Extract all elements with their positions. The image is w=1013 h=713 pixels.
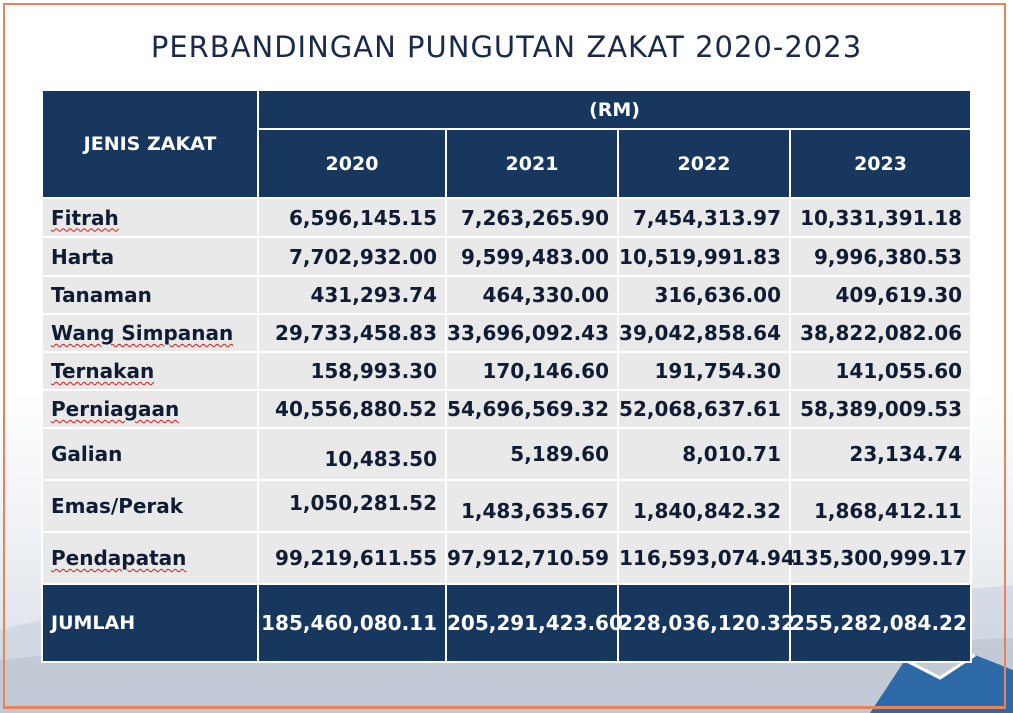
slide-title: PERBANDINGAN PUNGUTAN ZAKAT 2020-2023 [150, 30, 863, 64]
row-label-text: Harta [51, 244, 115, 269]
row-label-text: Perniagaan [51, 397, 180, 421]
cell-value: 316,636.00 [617, 275, 791, 315]
cell-value: 7,454,313.97 [617, 197, 791, 238]
cell-value: 7,263,265.90 [445, 197, 619, 238]
cell-value: 409,619.30 [788, 275, 973, 315]
total-label: JUMLAH [41, 583, 259, 663]
cell-value: 99,219,611.55 [257, 531, 447, 585]
table-row: Ternakan 158,993.30 170,146.60 191,754.3… [41, 351, 973, 391]
row-label-text: Fitrah [51, 205, 119, 230]
row-label: Galian [41, 427, 259, 481]
total-row: JUMLAH 185,460,080.11 205,291,423.60 228… [41, 583, 973, 663]
cell-value: 170,146.60 [445, 351, 619, 391]
table-row: Harta 7,702,932.00 9,599,483.00 10,519,9… [41, 236, 973, 277]
total-value: 255,282,084.22 [788, 583, 973, 663]
header-year: 2020 [257, 128, 447, 199]
table-row: Emas/Perak 1,050,281.52 1,483,635.67 1,8… [41, 479, 973, 533]
total-value: 185,460,080.11 [257, 583, 447, 663]
cell-value: 116,593,074.94 [617, 531, 795, 585]
cell-value: 39,042,858.64 [617, 313, 791, 353]
cell-value: 191,754.30 [617, 351, 791, 391]
cell-value: 33,696,092.43 [445, 313, 619, 353]
row-label: Emas/Perak [41, 479, 259, 533]
slide-frame [3, 3, 1006, 707]
header-year: 2023 [788, 128, 973, 199]
cell-value: 464,330.00 [445, 275, 619, 315]
cell-value: 7,702,932.00 [257, 236, 447, 277]
table-row: Galian 10,483.50 5,189.60 8,010.71 23,13… [41, 427, 973, 481]
row-label-text: Tanaman [51, 283, 152, 307]
cell-value: 40,556,880.52 [257, 389, 447, 429]
total-value: 205,291,423.60 [445, 583, 623, 663]
table-row: Fitrah 6,596,145.15 7,263,265.90 7,454,3… [41, 197, 973, 238]
cell-value: 29,733,458.83 [257, 313, 447, 353]
cell-value: 1,840,842.32 [617, 479, 791, 533]
cell-value: 5,189.60 [445, 427, 619, 481]
cell-value: 1,050,281.52 [257, 479, 447, 533]
cell-value: 10,331,391.18 [788, 197, 973, 238]
table-row: Wang Simpanan 29,733,458.83 33,696,092.4… [41, 313, 973, 353]
row-label-text: Wang Simpanan [51, 321, 234, 345]
zakat-table: JENIS ZAKAT (RM) 2020 2021 2022 2023 Fit… [41, 89, 973, 663]
cell-value: 9,996,380.53 [788, 236, 973, 277]
total-value: 228,036,120.32 [617, 583, 795, 663]
cell-value: 10,483.50 [257, 427, 447, 481]
table-row: Pendapatan 99,219,611.55 97,912,710.59 1… [41, 531, 973, 585]
header-year: 2021 [445, 128, 619, 199]
row-label: Harta [41, 236, 259, 277]
row-label-text: Emas/Perak [51, 494, 184, 518]
table-row: Tanaman 431,293.74 464,330.00 316,636.00… [41, 275, 973, 315]
cell-value: 54,696,569.32 [445, 389, 619, 429]
cell-value: 97,912,710.59 [445, 531, 619, 585]
table-row: Perniagaan 40,556,880.52 54,696,569.32 5… [41, 389, 973, 429]
cell-value: 158,993.30 [257, 351, 447, 391]
cell-value: 431,293.74 [257, 275, 447, 315]
header-jenis-zakat: JENIS ZAKAT [41, 89, 259, 199]
cell-value: 9,599,483.00 [445, 236, 619, 277]
row-label: Wang Simpanan [41, 313, 259, 353]
cell-value: 23,134.74 [788, 427, 973, 481]
cell-value: 141,055.60 [788, 351, 973, 391]
cell-value: 135,300,999.17 [788, 531, 973, 585]
slide-frame-bottom [3, 706, 1006, 709]
row-label: Pendapatan [41, 531, 259, 585]
row-label: Fitrah [41, 197, 259, 238]
header-year: 2022 [617, 128, 791, 199]
row-label: Tanaman [41, 275, 259, 315]
row-label-text: Galian [51, 442, 123, 466]
row-label-text: Ternakan [51, 359, 155, 383]
cell-value: 8,010.71 [617, 427, 791, 481]
cell-value: 1,868,412.11 [788, 479, 973, 533]
header-unit: (RM) [256, 89, 973, 130]
row-label-text: Pendapatan [51, 546, 187, 570]
cell-value: 6,596,145.15 [257, 197, 447, 238]
cell-value: 10,519,991.83 [617, 236, 791, 277]
row-label: Ternakan [41, 351, 259, 391]
cell-value: 58,389,009.53 [788, 389, 973, 429]
cell-value: 38,822,082.06 [788, 313, 973, 353]
cell-value: 1,483,635.67 [445, 479, 619, 533]
cell-value: 52,068,637.61 [617, 389, 791, 429]
row-label: Perniagaan [41, 389, 259, 429]
